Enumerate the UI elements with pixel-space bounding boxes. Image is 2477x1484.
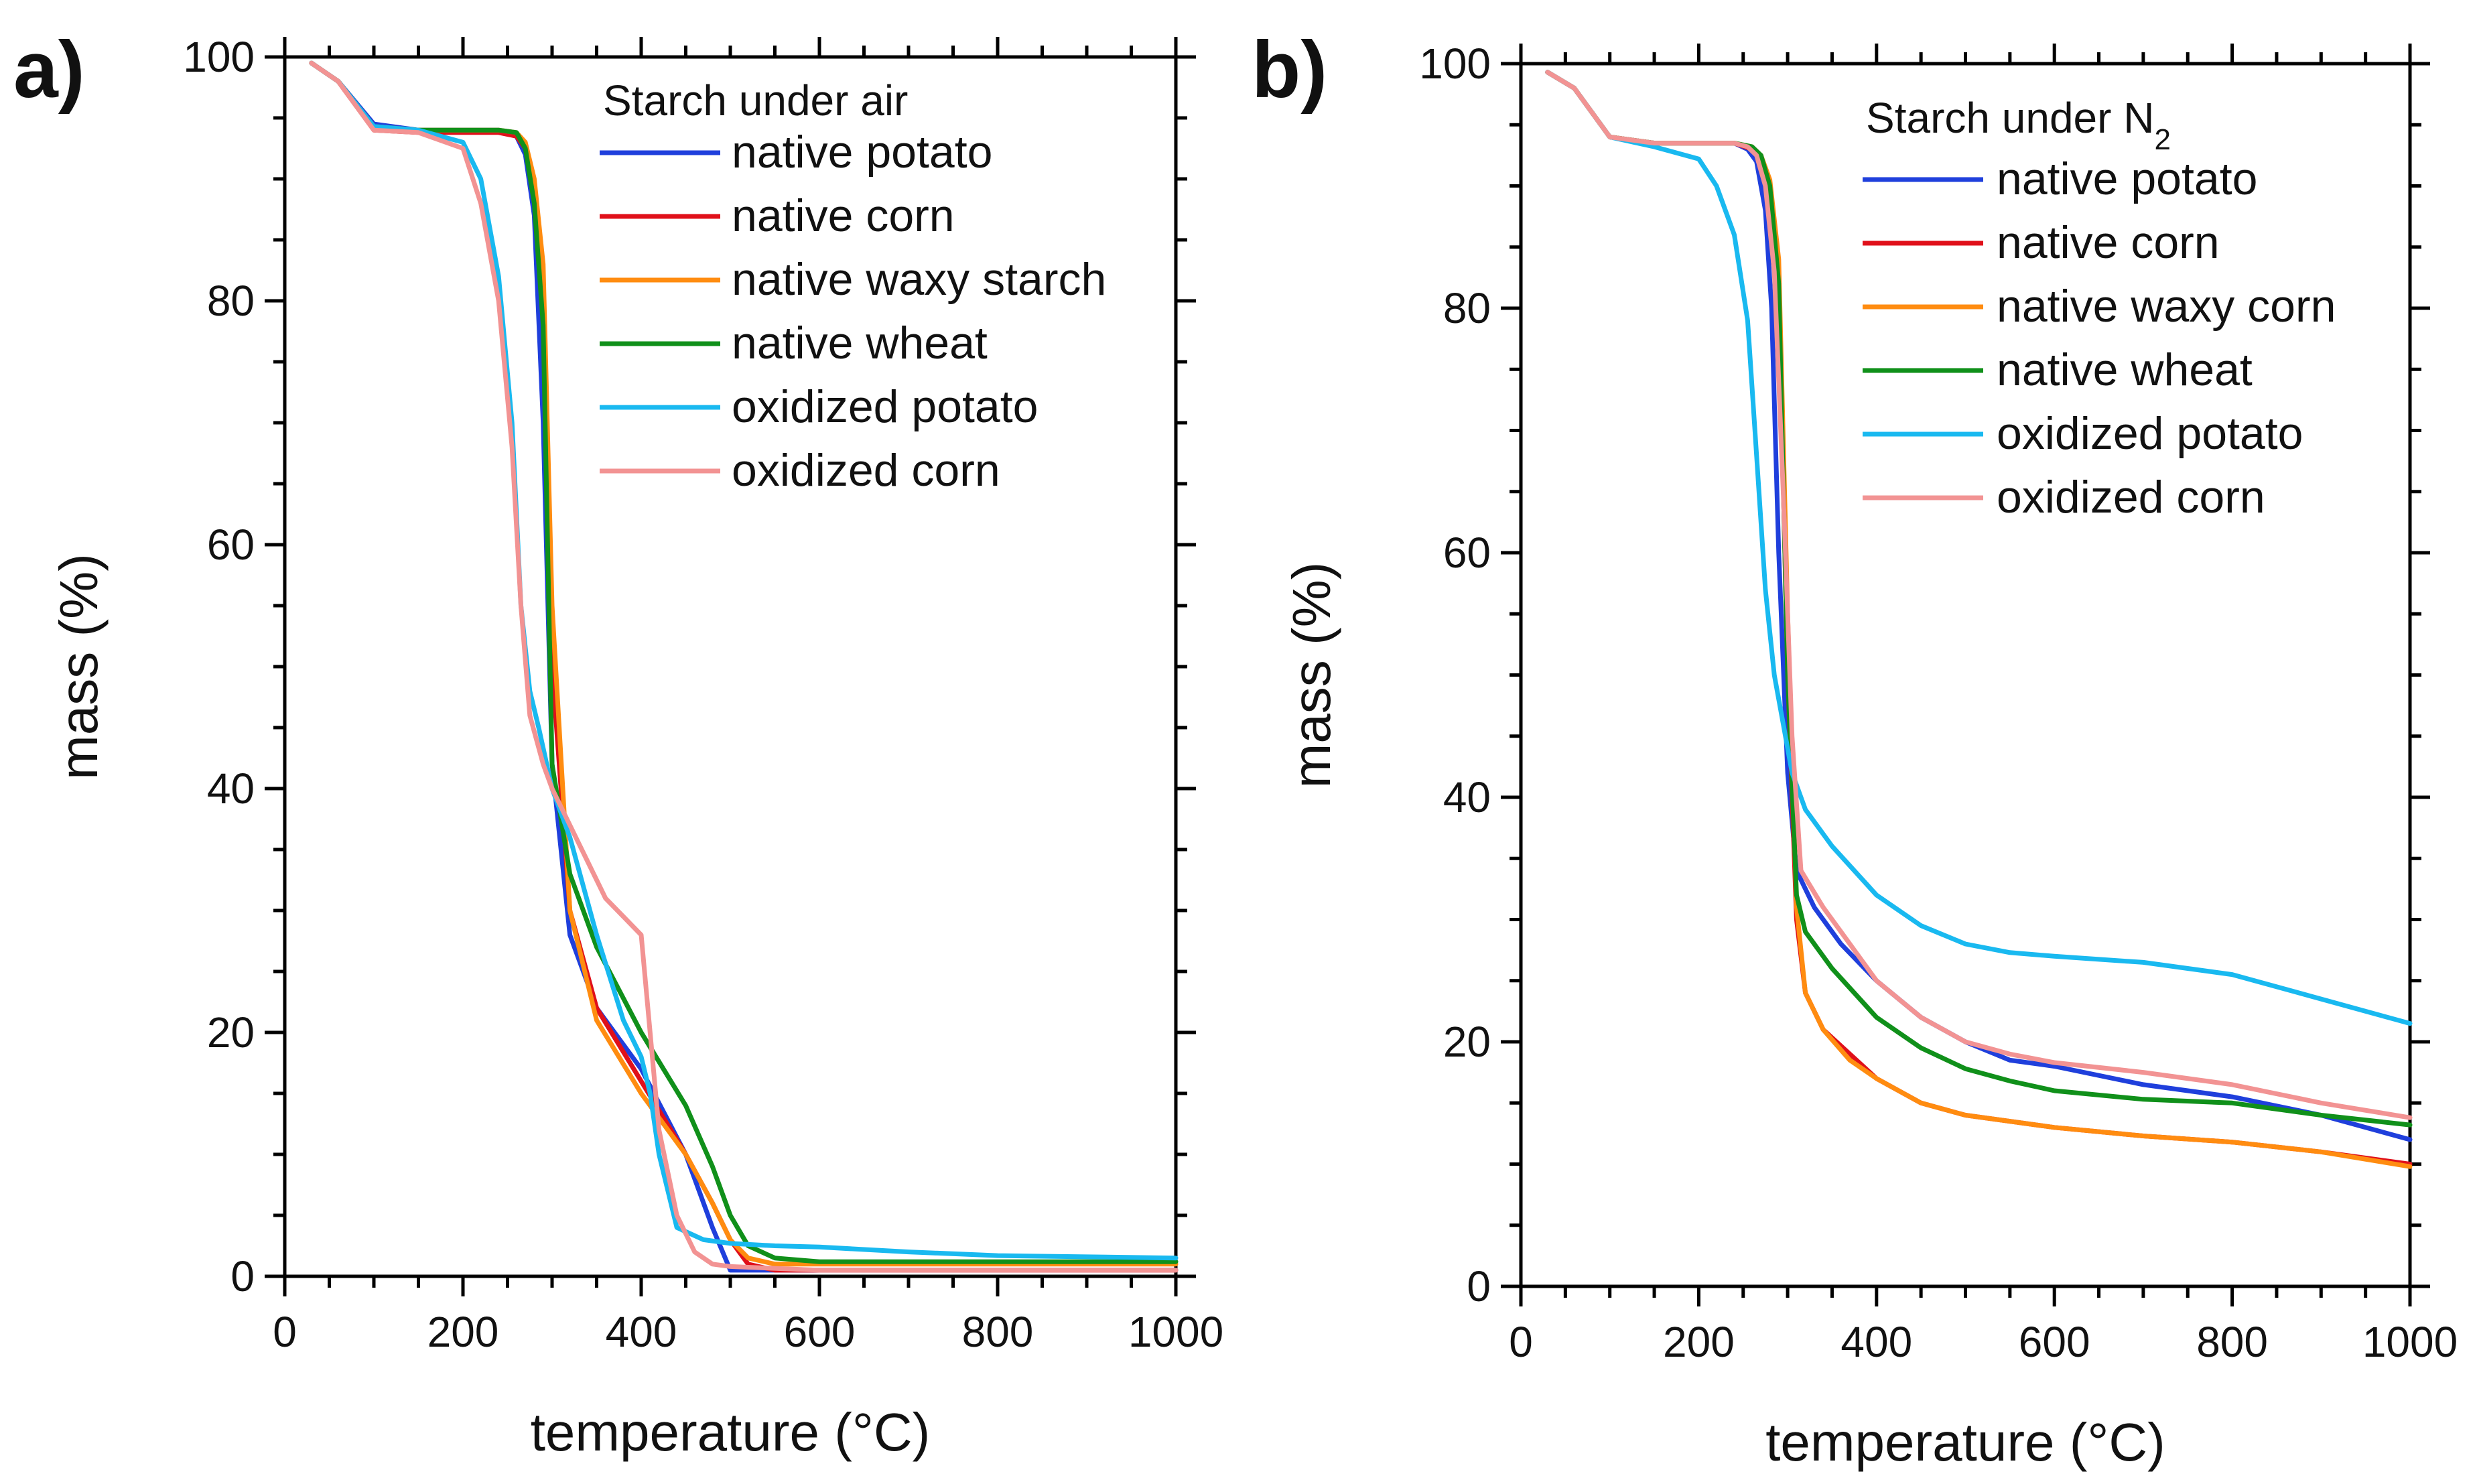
y-tick-label: 40 <box>1443 773 1491 821</box>
y-axis-title: mass (%) <box>1282 562 1341 789</box>
series-line-native-potato <box>309 60 1179 1273</box>
x-tick-label: 0 <box>1509 1318 1533 1366</box>
x-tick-label: 0 <box>273 1308 297 1356</box>
y-tick-label: 100 <box>1419 40 1491 88</box>
legend-label: native waxy corn <box>1997 281 2336 332</box>
legend-label: native corn <box>732 190 955 241</box>
y-tick-label: 60 <box>207 521 255 569</box>
plot-frame <box>1519 62 2412 1288</box>
series-line-native-waxy-corn <box>1545 70 2413 1169</box>
y-tick-label: 60 <box>1443 529 1491 577</box>
x-tick-label: 600 <box>2019 1318 2090 1366</box>
y-tick-label: 0 <box>1467 1262 1491 1310</box>
legend-label: native waxy starch <box>732 254 1106 305</box>
series-line-native-wheat <box>309 60 1179 1264</box>
x-tick-label: 400 <box>1840 1318 1912 1366</box>
x-tick-label: 400 <box>606 1308 677 1356</box>
legend-label: oxidized corn <box>1997 472 2265 523</box>
axis-ticks <box>1501 44 2430 1306</box>
y-tick-label: 40 <box>207 764 255 813</box>
x-tick-label: 1000 <box>1128 1308 1223 1356</box>
y-tick-label: 80 <box>207 277 255 325</box>
legend-label: native potato <box>732 127 992 178</box>
series-line-oxidized-corn <box>309 60 1179 1273</box>
series-line-native-potato <box>1545 70 2413 1142</box>
plot-frame <box>283 55 1178 1278</box>
series-line-native-corn <box>309 60 1179 1273</box>
y-tick-label: 0 <box>230 1252 255 1300</box>
series-lines <box>309 60 1179 1273</box>
series-line-oxidized-potato <box>309 60 1179 1261</box>
x-axis-title: temperature (°C) <box>531 1402 931 1462</box>
legend-title: Starch under air <box>603 76 908 125</box>
x-axis-title: temperature (°C) <box>1765 1412 2165 1472</box>
axis-ticks <box>265 37 1196 1296</box>
chart-panel-a: a) 0 200 400 600 800 1000 0 20 40 60 80 100 temperatu… <box>13 25 1223 1462</box>
panel-label: b) <box>1252 25 1327 115</box>
legend-label: native potato <box>1997 153 2257 204</box>
series-line-native-wheat <box>1545 70 2413 1128</box>
y-tick-label: 20 <box>1443 1018 1491 1066</box>
y-tick-label: 100 <box>183 33 255 81</box>
legend-label: oxidized potato <box>1997 408 2303 459</box>
legend-title-main: Starch under N <box>1866 94 2154 142</box>
x-tick-label: 200 <box>427 1308 499 1356</box>
legend-label: native wheat <box>732 318 988 368</box>
x-tick-label: 1000 <box>2362 1318 2458 1366</box>
panel-label: a) <box>13 25 85 115</box>
chart-panel-b: b) 0 200 400 600 800 1000 0 20 40 60 80 100 temperatu… <box>1252 25 2458 1472</box>
legend-title-main: Starch under air <box>603 76 908 125</box>
series-lines <box>1545 70 2413 1169</box>
legend-title-subscript: 2 <box>2154 123 2170 156</box>
series-line-oxidized-potato <box>1545 70 2413 1026</box>
x-tick-label: 600 <box>784 1308 856 1356</box>
series-line-native-corn <box>1545 70 2413 1166</box>
legend-title: Starch under N2 <box>1866 94 2171 156</box>
y-tick-label: 80 <box>1443 284 1491 332</box>
legend-label: native corn <box>1997 217 2220 268</box>
x-tick-label: 200 <box>1663 1318 1735 1366</box>
legend-label: oxidized potato <box>732 381 1038 432</box>
series-line-oxidized-corn <box>1545 70 2413 1120</box>
series-line-native-waxy-starch <box>309 60 1179 1267</box>
legend-label: native wheat <box>1997 344 2253 395</box>
legend-label: oxidized corn <box>732 445 1000 496</box>
y-axis-title: mass (%) <box>49 553 109 780</box>
x-tick-label: 800 <box>962 1308 1034 1356</box>
x-tick-label: 800 <box>2196 1318 2268 1366</box>
y-tick-label: 20 <box>207 1008 255 1057</box>
